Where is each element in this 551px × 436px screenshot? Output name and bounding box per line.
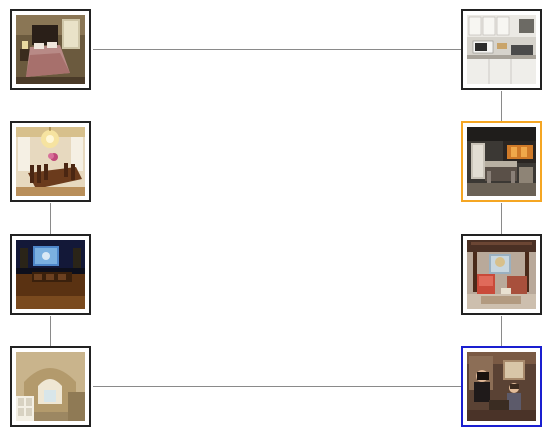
bedroom-photo-icon [16,15,85,84]
connector-dark-kitchen-living [501,203,502,234]
tile-bedroom[interactable] [10,9,91,90]
tile-dark-kitchen[interactable] [461,121,542,202]
tile-people-room[interactable] [461,346,542,427]
connector-theater-bathroom [50,316,51,347]
people-room-photo-icon [467,352,536,421]
dining-room-photo-icon [16,127,85,196]
connector-bedroom-kitchen [93,49,461,50]
dark-kitchen-photo-icon [467,127,536,196]
connector-bathroom-people-room [93,386,461,387]
connector-living-people-room [501,316,502,347]
home-theater-photo-icon [16,240,85,309]
tile-kitchen[interactable] [461,9,542,90]
bathroom-photo-icon [16,352,85,421]
tile-dining-room[interactable] [10,121,91,202]
tile-home-theater[interactable] [10,234,91,315]
connector-kitchen-dark-kitchen [501,91,502,122]
tile-living-room[interactable] [461,234,542,315]
living-room-photo-icon [467,240,536,309]
connector-dining-theater [50,203,51,234]
tile-bathroom[interactable] [10,346,91,427]
kitchen-photo-icon [467,15,536,84]
